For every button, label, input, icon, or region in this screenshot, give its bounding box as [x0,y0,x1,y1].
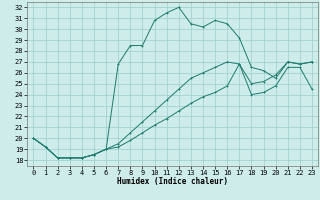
X-axis label: Humidex (Indice chaleur): Humidex (Indice chaleur) [117,177,228,186]
